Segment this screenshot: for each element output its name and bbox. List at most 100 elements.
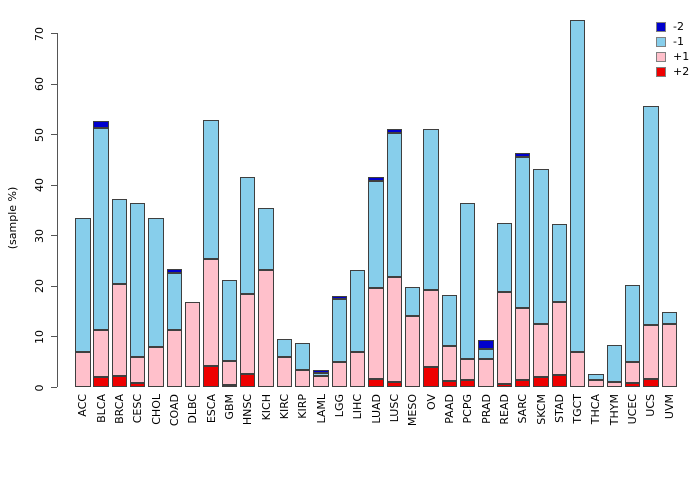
y-tick — [51, 285, 57, 287]
x-tick-label: TGCT — [571, 394, 585, 424]
y-tick-label: 30 — [33, 228, 46, 243]
bar-segment — [661, 312, 678, 324]
bar-segment — [258, 208, 274, 271]
x-tick-label: LAML — [314, 394, 328, 424]
y-tick — [51, 83, 57, 85]
bar-segment — [75, 352, 91, 387]
x-tick-label: LUSC — [387, 394, 401, 423]
bar-segment — [459, 380, 476, 387]
bar-segment — [93, 376, 109, 387]
legend-label: -1 — [673, 35, 684, 48]
legend-swatch — [656, 36, 666, 47]
bar-segment — [331, 299, 348, 363]
bar-segment — [386, 133, 403, 277]
bar-segment — [313, 375, 329, 387]
x-tick-label: SKCM — [534, 394, 548, 425]
y-axis-title: (sample %) — [6, 186, 19, 250]
x-tick-label: CESC — [131, 394, 145, 424]
x-tick-label: LGG — [332, 394, 346, 418]
bar-segment — [514, 153, 531, 158]
x-tick-label: PRAD — [479, 394, 493, 424]
bar-segment — [166, 268, 183, 273]
bar-segment — [331, 296, 348, 299]
legend-swatch — [656, 66, 666, 77]
bar-segment — [203, 259, 219, 366]
x-tick-label: BRCA — [112, 394, 126, 424]
x-tick-label: UCEC — [626, 394, 640, 425]
bar-segment — [643, 378, 659, 387]
bar-segment — [239, 294, 256, 375]
x-tick-label: PAAD — [442, 394, 456, 424]
y-tick — [51, 134, 57, 136]
bar-segment — [166, 330, 183, 387]
bar-segment — [606, 381, 623, 387]
x-tick-label: PCPG — [461, 394, 475, 424]
bar-segment — [643, 324, 659, 379]
bar-segment — [93, 330, 109, 377]
bar-segment — [551, 223, 568, 303]
bar-segment — [166, 272, 183, 331]
bar-segment — [643, 106, 659, 325]
bar-segment — [368, 379, 384, 387]
bar-segment — [569, 20, 586, 352]
x-tick-label: CHOL — [149, 394, 163, 425]
bar-segment — [203, 120, 219, 260]
bar-segment — [496, 291, 513, 385]
bar-segment — [404, 316, 421, 387]
bar-segment — [184, 302, 201, 387]
bar-segment — [514, 157, 531, 309]
x-tick-label: LUAD — [369, 394, 383, 424]
y-tick — [51, 387, 57, 388]
bar-segment — [551, 375, 568, 387]
x-tick-label: UCS — [644, 394, 658, 417]
bar-segment — [661, 323, 678, 387]
bar-segment — [588, 374, 604, 380]
bar-segment — [459, 202, 476, 359]
bar-segment — [129, 202, 146, 358]
y-tick-label: 40 — [33, 178, 46, 193]
x-tick-label: HNSC — [241, 394, 255, 426]
bar-segment — [368, 181, 384, 288]
x-tick-label: THCA — [589, 394, 603, 425]
legend-label: +1 — [673, 50, 690, 63]
x-tick-label: UVM — [662, 394, 676, 420]
bar-segment — [606, 344, 623, 382]
bar-segment — [331, 362, 348, 387]
bar-segment — [93, 121, 109, 129]
x-tick-label: MESO — [406, 394, 420, 427]
bar-segment — [588, 379, 604, 387]
x-tick-label: GBM — [222, 394, 236, 420]
legend: -2 -1 +1 +2 — [656, 19, 689, 79]
bar-segment — [93, 128, 109, 331]
legend-row: +2 — [656, 64, 689, 79]
bar-segment — [75, 217, 91, 353]
bar-segment — [514, 308, 531, 381]
bar-segment — [624, 382, 641, 387]
bar-segment — [276, 339, 293, 358]
x-tick-label: OV — [424, 394, 438, 410]
x-tick-label: COAD — [167, 394, 181, 427]
y-tick-label: 20 — [33, 279, 46, 294]
bar-segment — [276, 357, 293, 387]
legend-label: +2 — [673, 65, 690, 78]
x-tick-label: BLCA — [94, 394, 108, 423]
x-tick-label: STAD — [552, 394, 566, 423]
bar-segment — [111, 376, 128, 387]
bar-segment — [349, 270, 366, 353]
bar-segment — [203, 365, 219, 387]
x-tick-label: KIRC — [277, 394, 291, 420]
legend-row: -2 — [656, 19, 689, 34]
y-axis-line — [57, 33, 58, 387]
bar-segment — [368, 287, 384, 380]
bar-segment — [533, 376, 549, 387]
y-tick — [51, 336, 57, 338]
bar-segment — [239, 374, 256, 387]
bar-segment — [496, 384, 513, 387]
bar-segment — [349, 352, 366, 387]
bar-segment — [551, 302, 568, 376]
bar-segment — [496, 223, 513, 292]
bar-segment — [386, 129, 403, 134]
legend-row: -1 — [656, 34, 689, 49]
y-tick — [51, 33, 57, 34]
bar-segment — [129, 382, 146, 387]
